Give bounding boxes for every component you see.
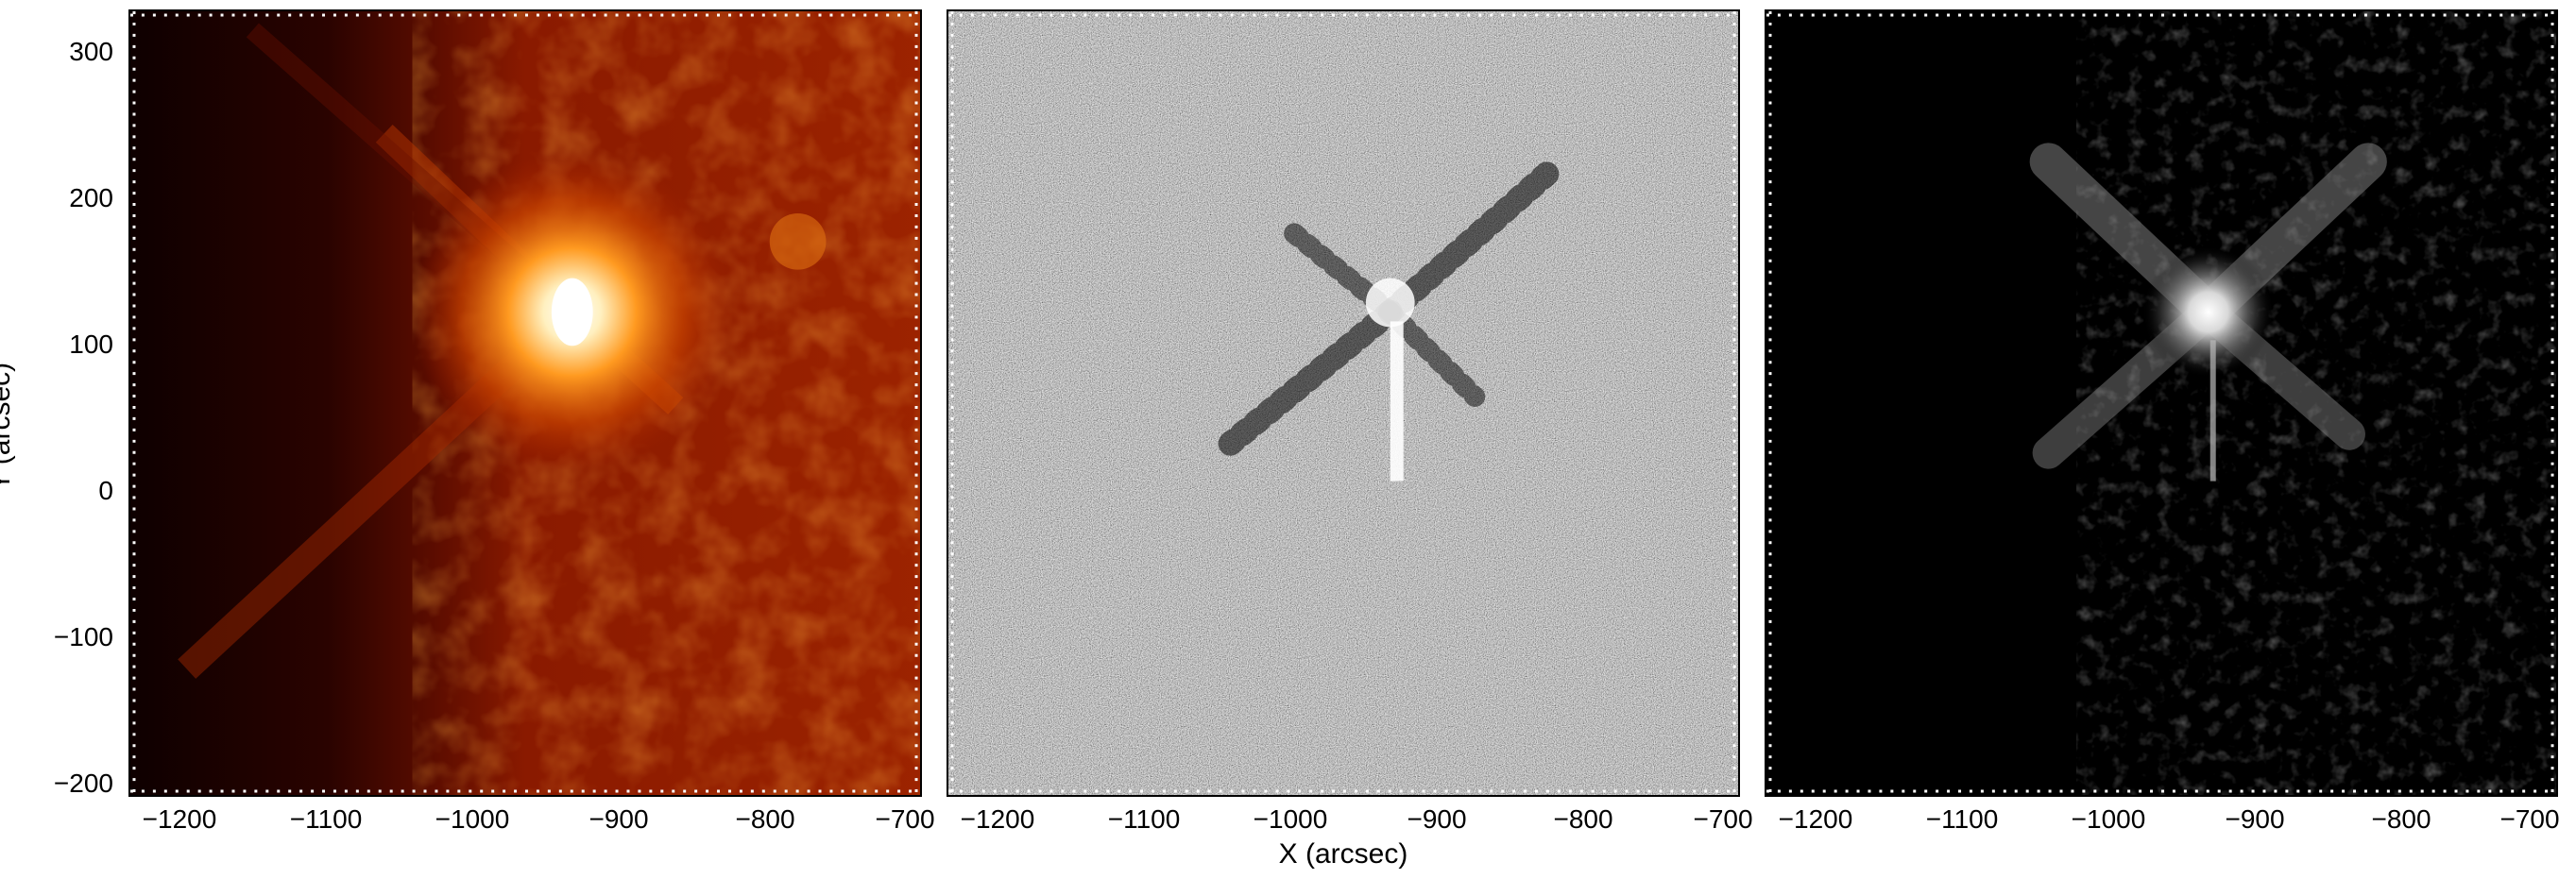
base-difference-image [1766,11,2556,795]
y-tick-label: 300 [69,37,113,66]
x-tick-label: −900 [2225,804,2285,834]
y-tick-label: 0 [98,476,113,505]
x-tick-label: −700 [1693,804,1753,834]
base-difference-panel [1765,9,2558,797]
x-tick-label: −800 [2371,804,2431,834]
x-tick-label: −1000 [1253,804,1328,834]
x-tick-label: −900 [1407,804,1467,834]
x-tick-label: −900 [589,804,649,834]
intensity-image-panel [128,9,922,797]
y-tick-label: −200 [53,769,113,798]
x-tick-label: −800 [1553,804,1613,834]
x-tick-label: −1000 [435,804,510,834]
x-tick-label: −700 [875,804,935,834]
running-difference-panel [947,9,1740,797]
running-difference-image [948,11,1738,795]
x-tick-label: −1100 [1107,804,1181,834]
x-tick-label: −800 [735,804,795,834]
x-tick-label: −1200 [960,804,1035,834]
x-tick-label: −1000 [2071,804,2146,834]
intensity-image [130,11,920,795]
y-tick-label: −100 [53,622,113,651]
y-axis-label: Y (arcsec) [0,362,16,491]
x-axis-label: X (arcsec) [1278,838,1408,870]
x-tick-label: −1200 [1778,804,1853,834]
x-tick-label: −700 [2499,804,2560,834]
y-tick-label: 200 [69,183,113,212]
y-tick-label: 100 [69,330,113,359]
x-tick-label: −1200 [142,804,217,834]
x-tick-label: −1100 [1925,804,1999,834]
x-tick-label: −1100 [289,804,363,834]
